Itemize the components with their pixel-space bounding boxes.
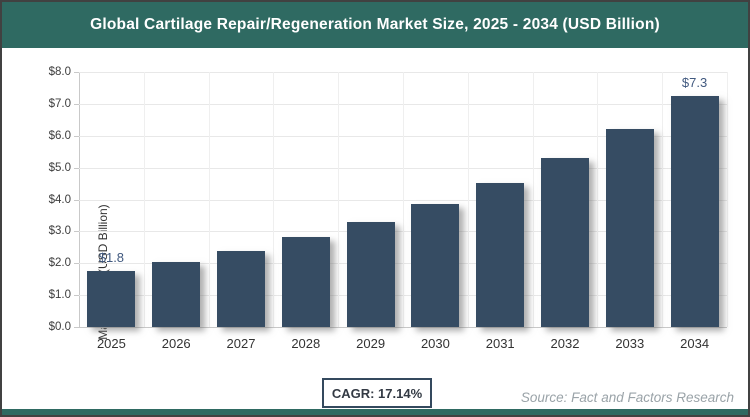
bar-column: 2028 bbox=[273, 72, 338, 351]
bar-column: 2030 bbox=[403, 72, 468, 351]
y-tick-mark bbox=[74, 327, 79, 328]
x-tick-label: 2033 bbox=[615, 336, 645, 351]
y-tick-label: $1.0 bbox=[48, 289, 71, 302]
v-gridline bbox=[338, 72, 340, 327]
x-axis-line bbox=[78, 327, 727, 328]
y-tick-label: $6.0 bbox=[48, 129, 71, 142]
bar-column: 2033 bbox=[597, 72, 662, 351]
x-tick-label: 2025 bbox=[96, 336, 126, 351]
y-tick-label: $8.0 bbox=[48, 66, 71, 78]
y-tick-mark bbox=[74, 199, 79, 201]
v-gridline bbox=[727, 72, 728, 327]
chart-title-bar: Global Cartilage Repair/Regeneration Mar… bbox=[2, 2, 748, 48]
bar-column: $7.3 2034 bbox=[662, 72, 727, 351]
y-tick-mark bbox=[74, 231, 79, 233]
v-gridline bbox=[532, 72, 534, 327]
y-tick-label: $4.0 bbox=[48, 193, 71, 206]
x-tick-label: 2031 bbox=[485, 336, 515, 351]
bar-column: 2032 bbox=[533, 72, 598, 351]
v-gridline bbox=[403, 72, 404, 327]
bar-2031 bbox=[476, 182, 525, 327]
x-tick-label: 2032 bbox=[550, 336, 580, 351]
y-tick-mark bbox=[74, 295, 79, 297]
y-tick-mark bbox=[74, 263, 79, 265]
source-credit: Source: Fact and Factors Research bbox=[520, 390, 734, 405]
bar-column: $1.8 2025 bbox=[79, 72, 144, 351]
y-tick-label: $0.0 bbox=[48, 321, 71, 333]
y-tick-mark bbox=[74, 167, 79, 169]
chart-title: Global Cartilage Repair/Regeneration Mar… bbox=[90, 16, 660, 33]
x-tick-label: 2028 bbox=[291, 336, 321, 351]
v-gridline bbox=[662, 72, 664, 327]
v-gridline bbox=[273, 72, 275, 327]
bar-column: 2027 bbox=[209, 72, 274, 351]
bar-2025 bbox=[87, 271, 136, 327]
plot-area: Market Size (USD Billion) $0.0$1.0$2.0$3… bbox=[49, 66, 728, 351]
bar-value-label: $7.3 bbox=[681, 74, 708, 90]
v-gridline bbox=[143, 72, 145, 327]
v-gridline bbox=[467, 72, 469, 327]
bar-2028 bbox=[281, 237, 330, 327]
x-tick-label: 2034 bbox=[680, 336, 710, 351]
bottom-accent-bar bbox=[2, 409, 748, 415]
y-tick-mark bbox=[74, 72, 79, 73]
y-tick-label: $5.0 bbox=[48, 161, 71, 174]
x-tick-label: 2029 bbox=[356, 336, 386, 351]
y-tick-label: $3.0 bbox=[48, 225, 71, 238]
y-tick-label: $7.0 bbox=[48, 97, 71, 110]
cagr-badge: CAGR: 17.14% bbox=[322, 378, 432, 408]
bar-2029 bbox=[346, 222, 395, 327]
bar-column: 2031 bbox=[468, 72, 533, 351]
y-tick-mark bbox=[74, 135, 79, 137]
bar-2032 bbox=[540, 158, 589, 327]
bar-2026 bbox=[152, 261, 201, 327]
bar-2027 bbox=[216, 250, 265, 327]
bar-column: 2026 bbox=[144, 72, 209, 351]
bar-2033 bbox=[605, 129, 654, 327]
bar-column: 2029 bbox=[338, 72, 403, 351]
y-tick-label: $2.0 bbox=[48, 257, 71, 270]
bar-value-label: $1.8 bbox=[98, 250, 125, 266]
v-gridline bbox=[597, 72, 599, 327]
bar-2034 bbox=[670, 95, 719, 327]
cagr-label: CAGR: 17.14% bbox=[331, 385, 423, 401]
y-tick-mark bbox=[74, 103, 79, 105]
x-tick-label: 2027 bbox=[226, 336, 256, 351]
x-tick-label: 2030 bbox=[420, 336, 450, 351]
v-gridline bbox=[208, 72, 210, 327]
bar-2030 bbox=[411, 203, 460, 327]
x-tick-label: 2026 bbox=[161, 336, 191, 351]
